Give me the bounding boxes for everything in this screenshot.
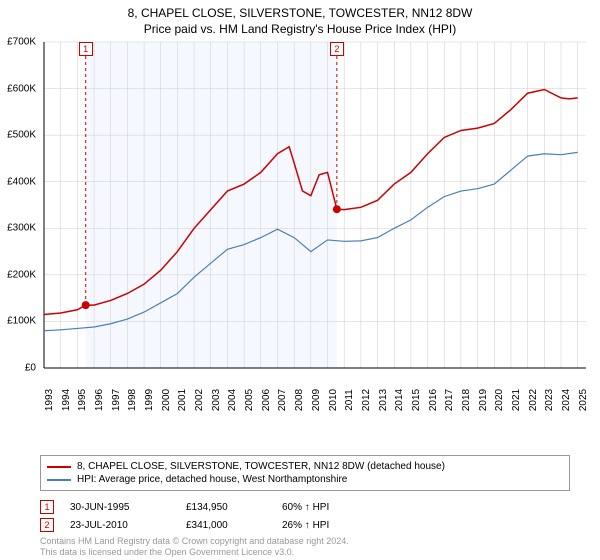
y-tick-label: £0	[25, 363, 36, 374]
x-tick-label: 1993	[44, 389, 55, 411]
chart-area: £0 £100K £200K £300K £400K £500K £600K £700K 19…	[0, 40, 600, 420]
x-tick-label: 2008	[294, 389, 305, 411]
x-tick-label: 2014	[394, 389, 405, 411]
x-tick-label: 2004	[227, 389, 238, 411]
y-tick-label: £100K	[7, 316, 36, 327]
x-tick-label: 2017	[444, 389, 455, 411]
x-tick-label: 2012	[361, 389, 372, 411]
legend-item: 8, CHAPEL CLOSE, SILVERSTONE, TOWCESTER,…	[47, 460, 563, 473]
x-tick-label: 2000	[161, 389, 172, 411]
sale-point	[333, 205, 341, 213]
x-tick-label: 2002	[194, 389, 205, 411]
y-tick-label: £200K	[7, 269, 36, 280]
sale-row: 2 23-JUL-2010 £341,000 26% ↑ HPI	[40, 516, 570, 534]
chart-title-line1: 8, CHAPEL CLOSE, SILVERSTONE, TOWCESTER,…	[0, 0, 600, 20]
legend-label: 8, CHAPEL CLOSE, SILVERSTONE, TOWCESTER,…	[77, 461, 445, 472]
x-tick-label: 2010	[328, 389, 339, 411]
x-tick-label: 2021	[511, 389, 522, 411]
x-tick-label: 1995	[77, 389, 88, 411]
y-tick-label: £600K	[7, 83, 36, 94]
x-tick-label: 1999	[144, 389, 155, 411]
sale-date: 23-JUL-2010	[70, 520, 170, 531]
sales-table: 1 30-JUN-1995 £134,950 60% ↑ HPI 2 23-JUL-201…	[40, 498, 570, 534]
chart-title-line2: Price paid vs. HM Land Registry's House …	[0, 20, 600, 40]
y-tick-label: £700K	[7, 37, 36, 48]
x-axis: 1993 1994 1995 1996 1997 1998 1999 2000 2001 2002…	[40, 372, 590, 412]
sale-price: £341,000	[186, 520, 266, 531]
sale-row: 1 30-JUN-1995 £134,950 60% ↑ HPI	[40, 498, 570, 516]
legend: 8, CHAPEL CLOSE, SILVERSTONE, TOWCESTER,…	[40, 455, 570, 491]
footer-line1: Contains HM Land Registry data © Crown c…	[40, 536, 349, 547]
y-tick-label: £400K	[7, 176, 36, 187]
x-tick-label: 2007	[277, 389, 288, 411]
legend-label: HPI: Average price, detached house, West…	[77, 474, 347, 485]
x-tick-label: 1994	[61, 389, 72, 411]
x-tick-label: 2001	[177, 389, 188, 411]
highlight-band	[86, 42, 337, 368]
x-tick-label: 2015	[411, 389, 422, 411]
sale-row-marker: 1	[40, 500, 54, 514]
x-tick-label: 2020	[494, 389, 505, 411]
y-axis: £0£100K£200K£300K£400K£500K£600K£700K	[0, 40, 38, 370]
x-tick-label: 2006	[261, 389, 272, 411]
x-tick-label: 1997	[111, 389, 122, 411]
x-tick-label: 2024	[561, 389, 572, 411]
x-tick-label: 2016	[428, 389, 439, 411]
sale-point	[82, 301, 90, 309]
x-tick-label: 2018	[461, 389, 472, 411]
sale-marker-box: 2	[330, 42, 344, 56]
sale-hpi: 26% ↑ HPI	[282, 520, 362, 531]
x-tick-label: 2011	[344, 389, 355, 411]
legend-item: HPI: Average price, detached house, West…	[47, 473, 563, 486]
x-tick-label: 2003	[211, 389, 222, 411]
sale-hpi: 60% ↑ HPI	[282, 502, 362, 513]
sale-row-marker: 2	[40, 518, 54, 532]
sale-date: 30-JUN-1995	[70, 502, 170, 513]
x-tick-label: 2022	[528, 389, 539, 411]
x-tick-label: 1996	[94, 389, 105, 411]
chart-container: 8, CHAPEL CLOSE, SILVERSTONE, TOWCESTER,…	[0, 0, 600, 560]
legend-swatch	[47, 466, 71, 468]
legend-swatch	[47, 479, 71, 481]
x-tick-label: 2005	[244, 389, 255, 411]
line-chart	[40, 40, 590, 370]
sale-marker-box: 1	[79, 42, 93, 56]
x-tick-label: 2025	[578, 389, 589, 411]
x-tick-label: 2013	[378, 389, 389, 411]
footer-attribution: Contains HM Land Registry data © Crown c…	[40, 536, 349, 558]
y-tick-label: £500K	[7, 130, 36, 141]
sale-price: £134,950	[186, 502, 266, 513]
x-tick-label: 2023	[544, 389, 555, 411]
y-tick-label: £300K	[7, 223, 36, 234]
x-tick-label: 2009	[311, 389, 322, 411]
x-tick-label: 1998	[127, 389, 138, 411]
footer-line2: This data is licensed under the Open Gov…	[40, 547, 349, 558]
x-tick-label: 2019	[478, 389, 489, 411]
